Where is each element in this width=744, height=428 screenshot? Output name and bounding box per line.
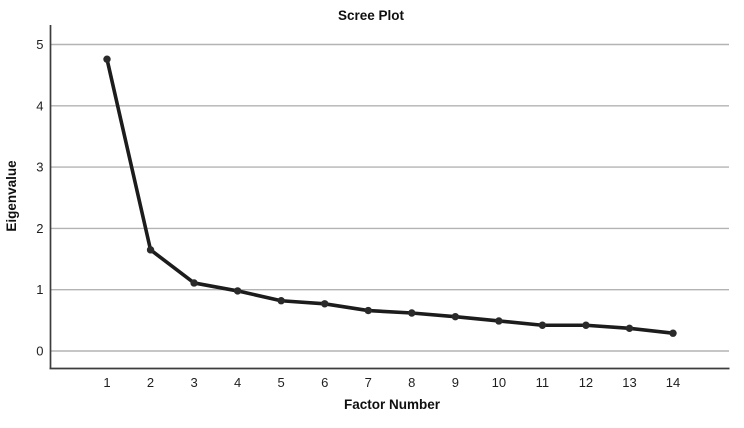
data-point-factor-9: [451, 312, 460, 321]
y-tick-label-0: 0: [36, 344, 43, 359]
chart-title: Scree Plot: [338, 8, 405, 23]
x-tick-label-11: 11: [536, 375, 550, 390]
x-tick-label-2: 2: [147, 375, 154, 390]
data-point-factor-11: [538, 321, 547, 329]
data-point-factor-14: [669, 329, 677, 337]
y-tick-label-1: 1: [36, 282, 43, 297]
data-point-factor-3: [190, 279, 198, 287]
x-tick-label-3: 3: [190, 375, 197, 390]
y-tick-label-2: 2: [36, 221, 43, 236]
x-tick-label-12: 12: [579, 375, 593, 390]
x-tick-label-6: 6: [321, 375, 328, 390]
eigenvalue-line: [105, 57, 675, 336]
data-point-factor-6: [321, 300, 329, 308]
axis-lines: [49, 25, 730, 370]
x-tick-label-10: 10: [492, 375, 506, 390]
data-point-factor-4: [233, 287, 242, 295]
data-point-factor-5: [277, 297, 285, 305]
data-point-factor-7: [364, 306, 372, 315]
data-point-factor-2: [146, 246, 155, 254]
x-tick-label-14: 14: [666, 375, 680, 390]
x-tick-label-13: 13: [622, 375, 636, 390]
x-axis-title: Factor Number: [344, 397, 441, 412]
data-point-factor-8: [408, 309, 416, 317]
x-tick-label-7: 7: [365, 375, 372, 390]
x-tick-label-4: 4: [234, 375, 241, 390]
x-tick-label-1: 1: [103, 375, 110, 390]
y-axis-title: Eigenvalue: [4, 160, 19, 232]
gridlines: [50, 43, 729, 352]
data-point-factor-13: [625, 324, 634, 333]
x-tick-label-8: 8: [408, 375, 415, 390]
data-point-factor-1: [103, 55, 111, 63]
data-point-factor-12: [582, 321, 590, 329]
y-tick-label-5: 5: [36, 37, 43, 52]
y-tick-label-3: 3: [36, 160, 43, 175]
x-tick-label-9: 9: [452, 375, 459, 390]
y-tick-label-4: 4: [36, 98, 43, 113]
y-tick-labels: 0 1 2 3 4 5: [36, 37, 43, 359]
x-tick-labels: 1 2 3 4 5 6 7 8 9 10 11 12 13 14: [103, 375, 680, 390]
data-point-factor-10: [495, 317, 503, 325]
x-tick-label-5: 5: [278, 375, 285, 390]
data-series: [103, 55, 677, 337]
